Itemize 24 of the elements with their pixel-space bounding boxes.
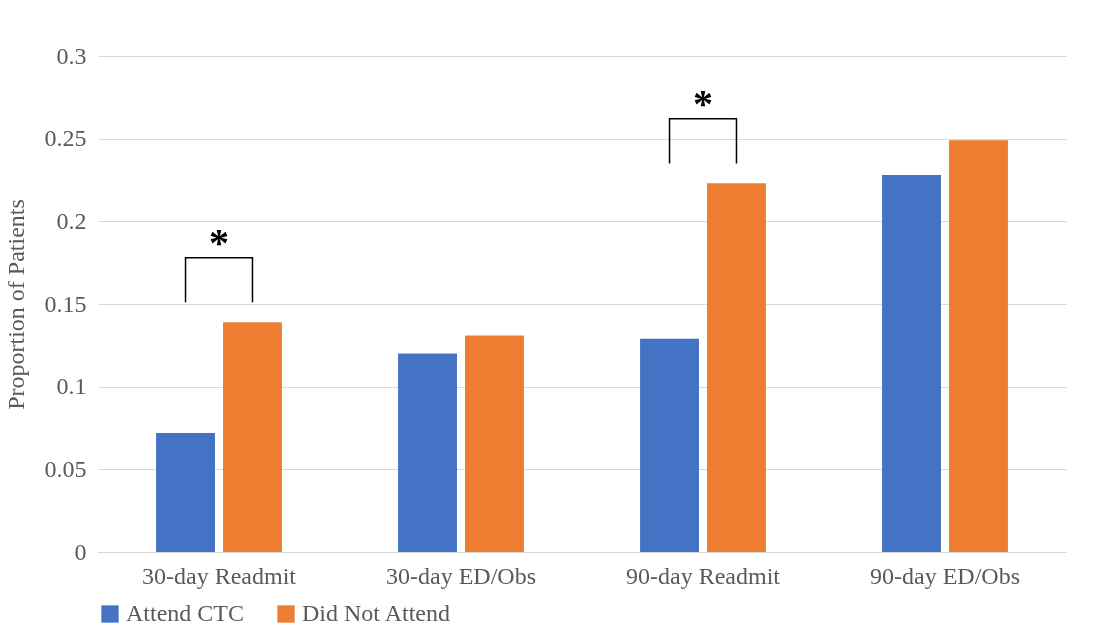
y-tick-label: 0.2 <box>56 207 87 234</box>
bar <box>223 322 282 552</box>
y-tick-label: 0.3 <box>56 42 87 69</box>
y-tick-label: 0.05 <box>44 455 87 482</box>
x-tick-label: 90-day ED/Obs <box>870 562 1020 589</box>
y-axis-title: Proportion of Patients <box>2 199 29 410</box>
y-tick-label: 0 <box>74 538 87 565</box>
bar <box>640 338 699 552</box>
bar <box>882 175 941 552</box>
x-tick-label: 30-day ED/Obs <box>386 562 536 589</box>
x-tick-label: 90-day Readmit <box>626 562 781 589</box>
legend-label: Attend CTC <box>126 600 244 626</box>
annotation: * <box>209 219 229 265</box>
x-tick-label: 30-day Readmit <box>142 562 297 589</box>
bar <box>949 140 1008 552</box>
y-tick-label: 0.25 <box>44 125 87 152</box>
y-tick-label: 0.1 <box>56 373 87 400</box>
bar <box>707 183 766 552</box>
bar <box>156 432 215 552</box>
legend-label: Did Not Attend <box>302 600 450 626</box>
bar <box>465 335 524 552</box>
annotation: * <box>693 80 713 126</box>
bar <box>398 353 457 552</box>
y-tick-label: 0.15 <box>44 290 87 317</box>
